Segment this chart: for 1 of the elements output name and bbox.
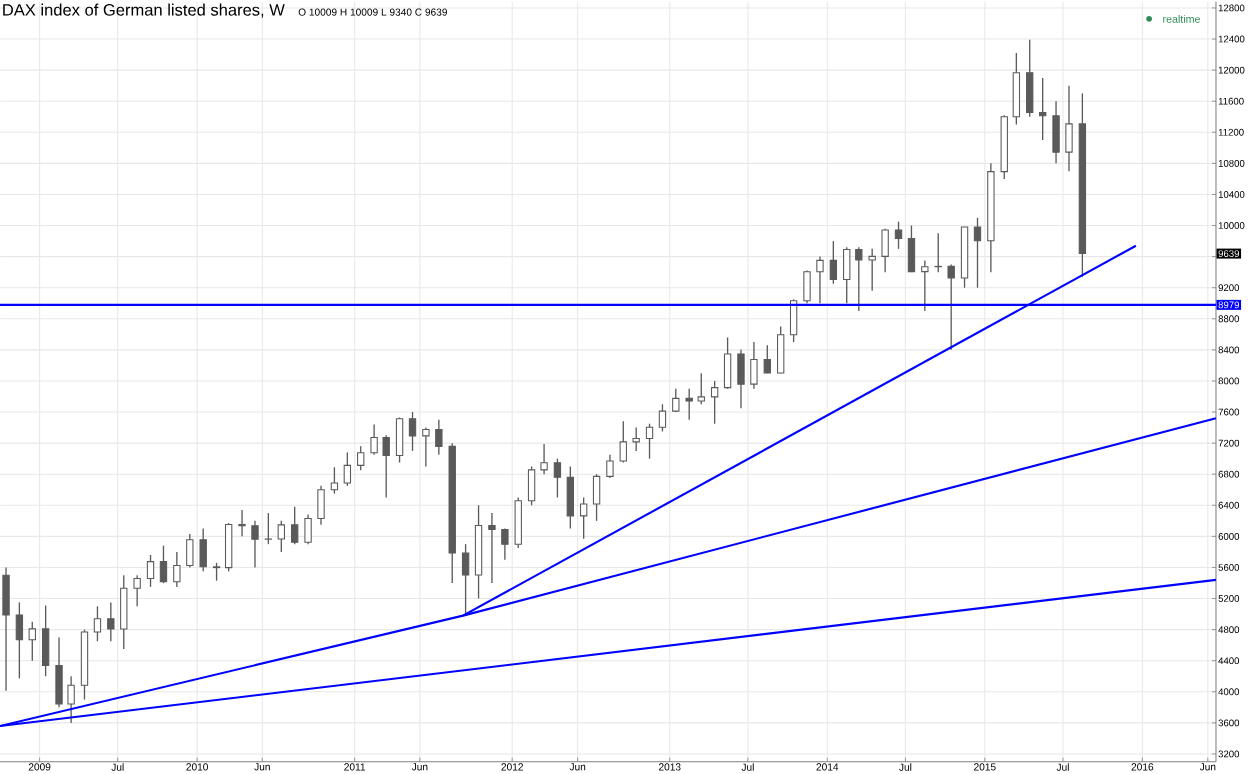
chart-title: DAX index of German listed shares, W — [3, 3, 285, 18]
